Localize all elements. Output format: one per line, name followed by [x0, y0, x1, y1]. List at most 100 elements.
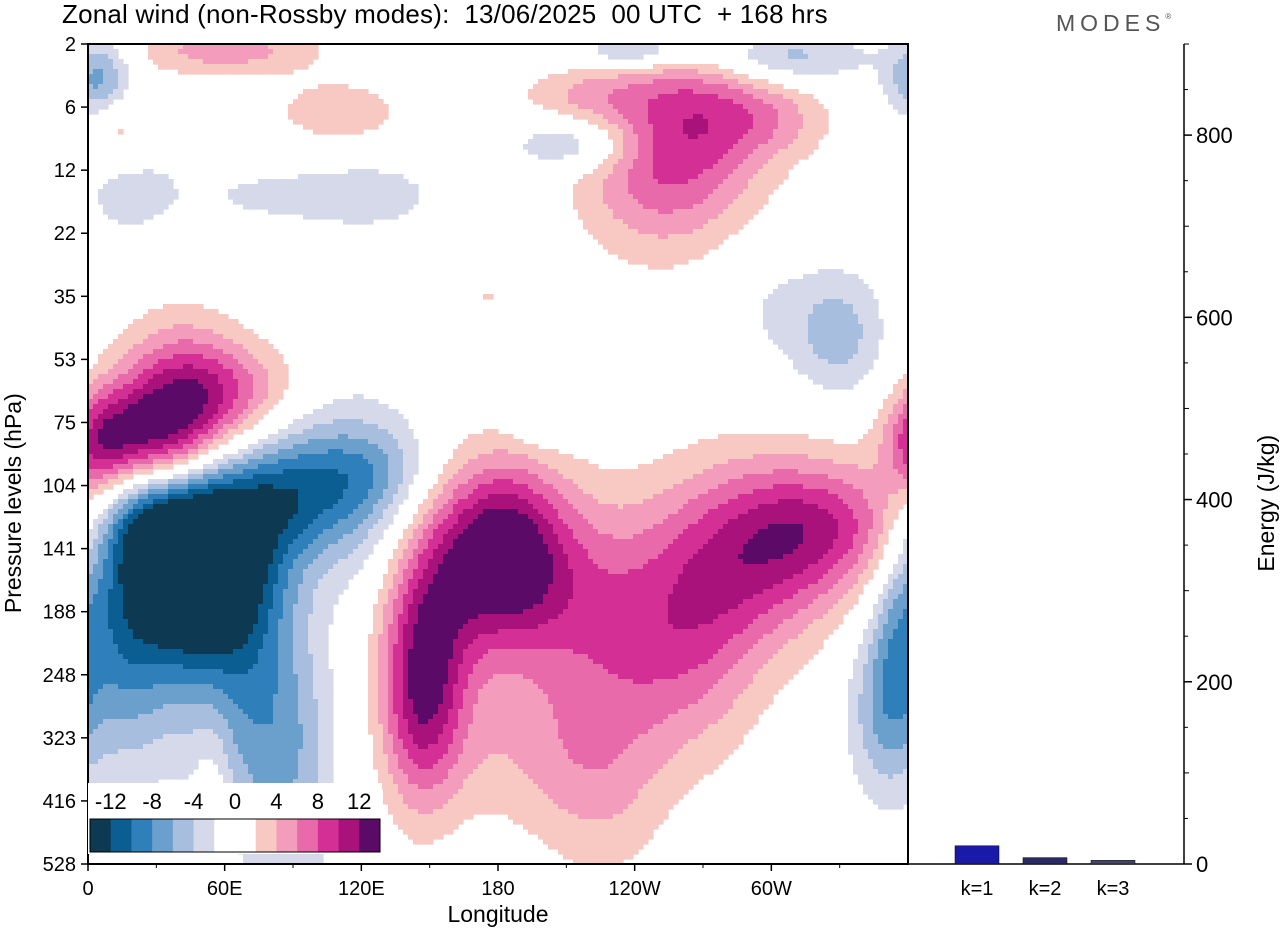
- field-cell: [783, 319, 789, 325]
- field-cell: [493, 464, 499, 470]
- field-cell: [98, 379, 104, 385]
- field-cell: [848, 444, 854, 450]
- field-cell: [788, 114, 794, 120]
- field-cell: [118, 94, 124, 100]
- field-cell: [658, 109, 664, 115]
- field-cell: [848, 59, 854, 65]
- field-cell: [683, 224, 689, 230]
- field-cell: [383, 404, 389, 410]
- field-cell: [133, 179, 139, 185]
- field-cell: [193, 354, 199, 360]
- field-cell: [318, 419, 324, 425]
- field-cell: [263, 194, 269, 200]
- field-cell: [138, 434, 144, 440]
- field-cell: [868, 329, 874, 335]
- field-cell: [328, 459, 334, 465]
- field-cell: [158, 404, 164, 410]
- field-cell: [613, 189, 619, 195]
- field-cell: [203, 309, 209, 315]
- field-cell: [328, 449, 334, 455]
- field-cell: [633, 214, 639, 220]
- field-cell: [758, 99, 764, 105]
- field-cell: [88, 439, 94, 445]
- field-cell: [833, 359, 839, 365]
- field-cell: [838, 329, 844, 335]
- field-cell: [193, 374, 199, 380]
- field-cell: [308, 444, 314, 450]
- field-cell: [748, 84, 754, 90]
- field-cell: [598, 104, 604, 110]
- field-cell: [158, 409, 164, 415]
- field-cell: [113, 429, 119, 435]
- field-cell: [833, 324, 839, 330]
- field-cell: [543, 154, 549, 160]
- field-cell: [793, 284, 799, 290]
- field-cell: [188, 394, 194, 400]
- field-cell: [613, 144, 619, 150]
- field-cell: [683, 94, 689, 100]
- field-cell: [118, 59, 124, 65]
- field-cell: [398, 444, 404, 450]
- field-cell: [753, 99, 759, 105]
- field-cell: [258, 459, 264, 465]
- field-cell: [683, 259, 689, 265]
- field-cell: [198, 384, 204, 390]
- field-cell: [598, 174, 604, 180]
- field-cell: [783, 459, 789, 465]
- field-cell: [268, 179, 274, 185]
- field-cell: [798, 289, 804, 295]
- field-cell: [713, 459, 719, 465]
- field-cell: [758, 449, 764, 455]
- field-cell: [113, 399, 119, 405]
- field-cell: [508, 444, 514, 450]
- field-cell: [703, 69, 709, 75]
- field-cell: [273, 49, 279, 55]
- field-cell: [253, 369, 259, 375]
- field-cell: [833, 284, 839, 290]
- field-cell: [888, 429, 894, 435]
- field-cell: [93, 454, 99, 460]
- field-cell: [748, 49, 754, 55]
- field-cell: [848, 364, 854, 370]
- field-cell: [128, 199, 134, 205]
- field-cell: [708, 464, 714, 470]
- field-cell: [708, 139, 714, 145]
- field-cell: [243, 354, 249, 360]
- field-cell: [743, 79, 749, 85]
- field-cell: [358, 449, 364, 455]
- field-cell: [148, 44, 154, 50]
- field-cell: [108, 414, 114, 420]
- field-cell: [103, 369, 109, 375]
- field-cell: [658, 69, 664, 75]
- field-cell: [248, 369, 254, 375]
- field-cell: [668, 79, 674, 85]
- field-cell: [823, 299, 829, 305]
- field-cell: [708, 69, 714, 75]
- field-cell: [143, 194, 149, 200]
- field-cell: [678, 459, 684, 465]
- field-cell: [703, 454, 709, 460]
- field-cell: [238, 384, 244, 390]
- field-cell: [733, 229, 739, 235]
- field-cell: [128, 404, 134, 410]
- field-cell: [853, 289, 859, 295]
- field-cell: [893, 464, 899, 470]
- field-cell: [103, 399, 109, 405]
- field-cell: [873, 354, 879, 360]
- field-cell: [353, 89, 359, 95]
- field-cell: [838, 324, 844, 330]
- field-cell: [298, 64, 304, 70]
- field-cell: [683, 119, 689, 125]
- field-cell: [103, 204, 109, 210]
- field-cell: [893, 414, 899, 420]
- field-cell: [213, 354, 219, 360]
- field-cell: [633, 99, 639, 105]
- field-cell: [118, 179, 124, 185]
- field-cell: [613, 94, 619, 100]
- field-cell: [188, 59, 194, 65]
- field-cell: [633, 239, 639, 245]
- field-cell: [168, 49, 174, 55]
- field-cell: [268, 394, 274, 400]
- field-cell: [123, 184, 129, 190]
- field-cell: [623, 204, 629, 210]
